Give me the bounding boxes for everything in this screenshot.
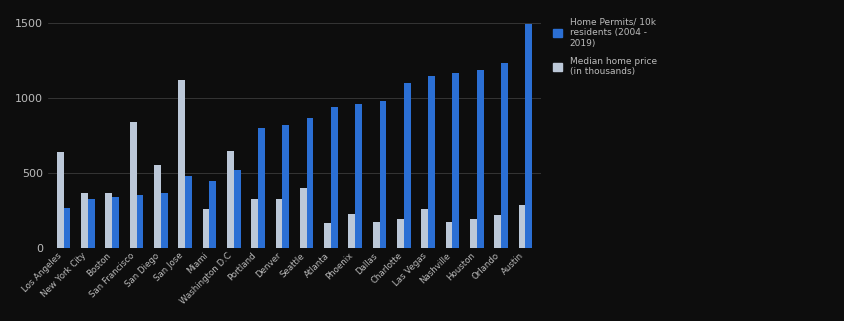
Bar: [306, 117, 313, 248]
Bar: [275, 199, 282, 248]
Bar: [494, 215, 500, 248]
Bar: [452, 73, 458, 248]
Bar: [209, 181, 216, 248]
Bar: [525, 24, 532, 248]
Bar: [379, 101, 386, 248]
Bar: [397, 219, 403, 248]
Bar: [500, 64, 507, 248]
Bar: [130, 122, 137, 248]
Bar: [137, 195, 143, 248]
Bar: [203, 209, 209, 248]
Bar: [300, 188, 306, 248]
Bar: [282, 125, 289, 248]
Bar: [57, 152, 63, 248]
Bar: [324, 223, 331, 248]
Bar: [112, 197, 119, 248]
Bar: [154, 165, 160, 248]
Bar: [185, 176, 192, 248]
Bar: [106, 193, 112, 248]
Bar: [234, 170, 241, 248]
Bar: [348, 214, 354, 248]
Legend: Home Permits/ 10k
residents (2004 -
2019), Median home price
(in thousands): Home Permits/ 10k residents (2004 - 2019…: [550, 15, 658, 79]
Bar: [518, 205, 525, 248]
Bar: [469, 219, 476, 248]
Bar: [160, 194, 167, 248]
Bar: [331, 107, 338, 248]
Bar: [88, 199, 95, 248]
Bar: [354, 104, 361, 248]
Bar: [227, 151, 234, 248]
Bar: [421, 209, 428, 248]
Bar: [257, 128, 264, 248]
Bar: [372, 222, 379, 248]
Bar: [81, 193, 88, 248]
Bar: [403, 83, 410, 248]
Bar: [63, 208, 70, 248]
Bar: [445, 222, 452, 248]
Bar: [251, 199, 257, 248]
Bar: [178, 80, 185, 248]
Bar: [428, 75, 435, 248]
Bar: [476, 70, 483, 248]
